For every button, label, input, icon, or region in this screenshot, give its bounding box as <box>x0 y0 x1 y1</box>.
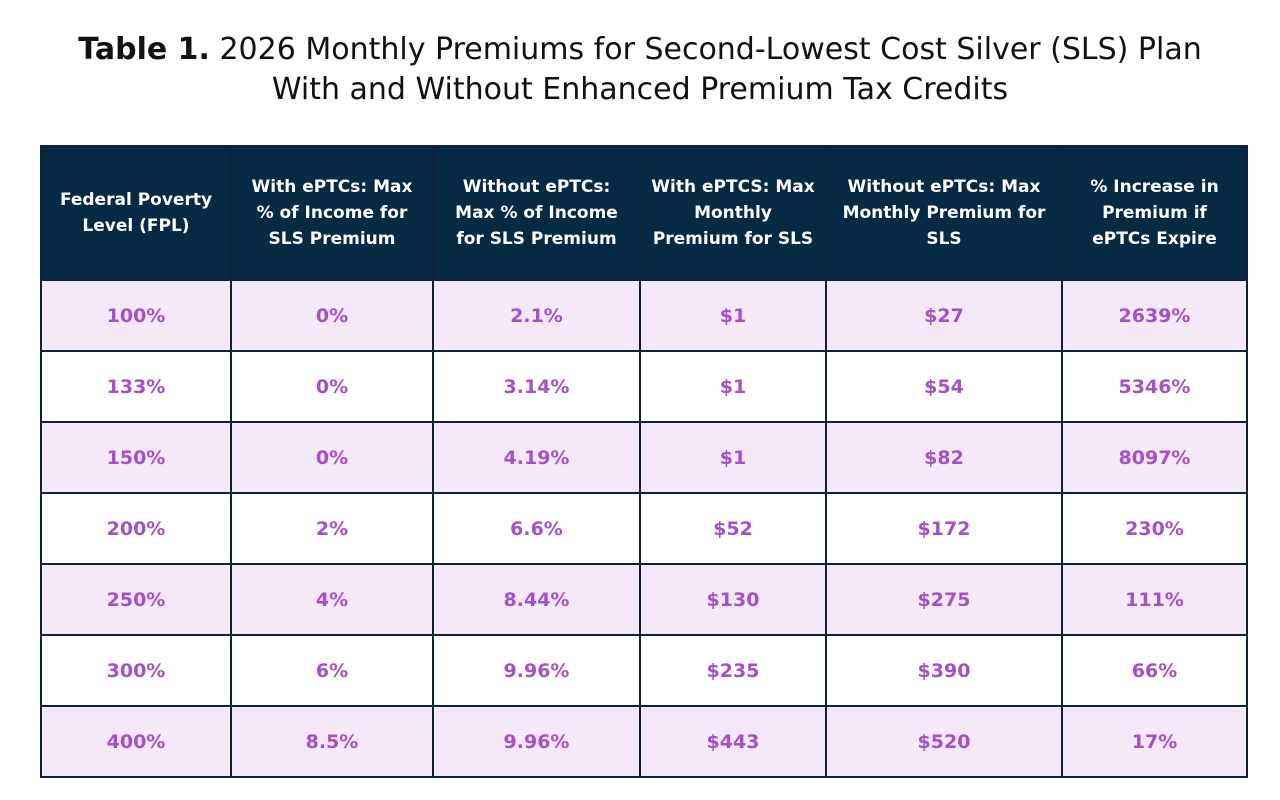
cell-with-eptc-premium: $52 <box>639 492 827 565</box>
title-text-line-2: With and Without Enhanced Premium Tax Cr… <box>271 72 1009 107</box>
cell-pct-increase: 66% <box>1061 634 1248 707</box>
cell-without-eptc-pct: 6.6% <box>432 492 641 565</box>
cell-pct-increase: 17% <box>1061 705 1248 778</box>
cell-without-eptc-premium: $54 <box>825 350 1063 423</box>
cell-without-eptc-premium: $82 <box>825 421 1063 494</box>
cell-fpl: 200% <box>40 492 232 565</box>
cell-fpl: 400% <box>40 705 232 778</box>
cell-with-eptc-premium: $235 <box>639 634 827 707</box>
cell-with-eptc-pct: 6% <box>230 634 434 707</box>
cell-with-eptc-premium: $130 <box>639 563 827 636</box>
title-line-1: Table 1. 2026 Monthly Premiums for Secon… <box>0 30 1280 70</box>
table-row: 250% 4% 8.44% $130 $275 111% <box>40 563 1248 636</box>
header-cell-pct-increase: % Increase in Premium if ePTCs Expire <box>1061 145 1248 281</box>
title-text-line-1: 2026 Monthly Premiums for Second-Lowest … <box>219 32 1202 67</box>
table-title: Table 1. 2026 Monthly Premiums for Secon… <box>0 30 1280 110</box>
header-row: Federal Poverty Level (FPL) With ePTCs: … <box>40 145 1248 281</box>
cell-with-eptc-premium: $1 <box>639 421 827 494</box>
cell-without-eptc-premium: $275 <box>825 563 1063 636</box>
cell-with-eptc-pct: 8.5% <box>230 705 434 778</box>
header-cell-with-eptc-pct: With ePTCs: Max % of Income for SLS Prem… <box>230 145 434 281</box>
cell-without-eptc-pct: 2.1% <box>432 279 641 352</box>
cell-without-eptc-pct: 9.96% <box>432 634 641 707</box>
header-cell-with-eptc-premium: With ePTCS: Max Monthly Premium for SLS <box>639 145 827 281</box>
cell-fpl: 100% <box>40 279 232 352</box>
cell-without-eptc-pct: 9.96% <box>432 705 641 778</box>
table-row: 133% 0% 3.14% $1 $54 5346% <box>40 350 1248 423</box>
table-row: 150% 0% 4.19% $1 $82 8097% <box>40 421 1248 494</box>
cell-without-eptc-premium: $27 <box>825 279 1063 352</box>
table-row: 300% 6% 9.96% $235 $390 66% <box>40 634 1248 707</box>
header-cell-fpl: Federal Poverty Level (FPL) <box>40 145 232 281</box>
cell-pct-increase: 111% <box>1061 563 1248 636</box>
cell-without-eptc-premium: $520 <box>825 705 1063 778</box>
table-row: 100% 0% 2.1% $1 $27 2639% <box>40 279 1248 352</box>
cell-pct-increase: 5346% <box>1061 350 1248 423</box>
cell-with-eptc-premium: $1 <box>639 350 827 423</box>
cell-with-eptc-premium: $443 <box>639 705 827 778</box>
table-row: 400% 8.5% 9.96% $443 $520 17% <box>40 705 1248 778</box>
cell-pct-increase: 230% <box>1061 492 1248 565</box>
header-cell-without-eptc-premium: Without ePTCs: Max Monthly Premium for S… <box>825 145 1063 281</box>
cell-fpl: 133% <box>40 350 232 423</box>
cell-with-eptc-pct: 4% <box>230 563 434 636</box>
cell-fpl: 250% <box>40 563 232 636</box>
cell-fpl: 150% <box>40 421 232 494</box>
cell-without-eptc-pct: 8.44% <box>432 563 641 636</box>
cell-fpl: 300% <box>40 634 232 707</box>
premium-table: Federal Poverty Level (FPL) With ePTCs: … <box>40 145 1248 778</box>
cell-with-eptc-pct: 0% <box>230 350 434 423</box>
header-cell-without-eptc-pct: Without ePTCs: Max % of Income for SLS P… <box>432 145 641 281</box>
cell-pct-increase: 8097% <box>1061 421 1248 494</box>
cell-without-eptc-premium: $390 <box>825 634 1063 707</box>
cell-with-eptc-pct: 0% <box>230 421 434 494</box>
table-row: 200% 2% 6.6% $52 $172 230% <box>40 492 1248 565</box>
cell-with-eptc-pct: 0% <box>230 279 434 352</box>
cell-without-eptc-premium: $172 <box>825 492 1063 565</box>
cell-with-eptc-pct: 2% <box>230 492 434 565</box>
cell-with-eptc-premium: $1 <box>639 279 827 352</box>
cell-without-eptc-pct: 4.19% <box>432 421 641 494</box>
title-label: Table 1. <box>78 32 210 67</box>
cell-pct-increase: 2639% <box>1061 279 1248 352</box>
cell-without-eptc-pct: 3.14% <box>432 350 641 423</box>
